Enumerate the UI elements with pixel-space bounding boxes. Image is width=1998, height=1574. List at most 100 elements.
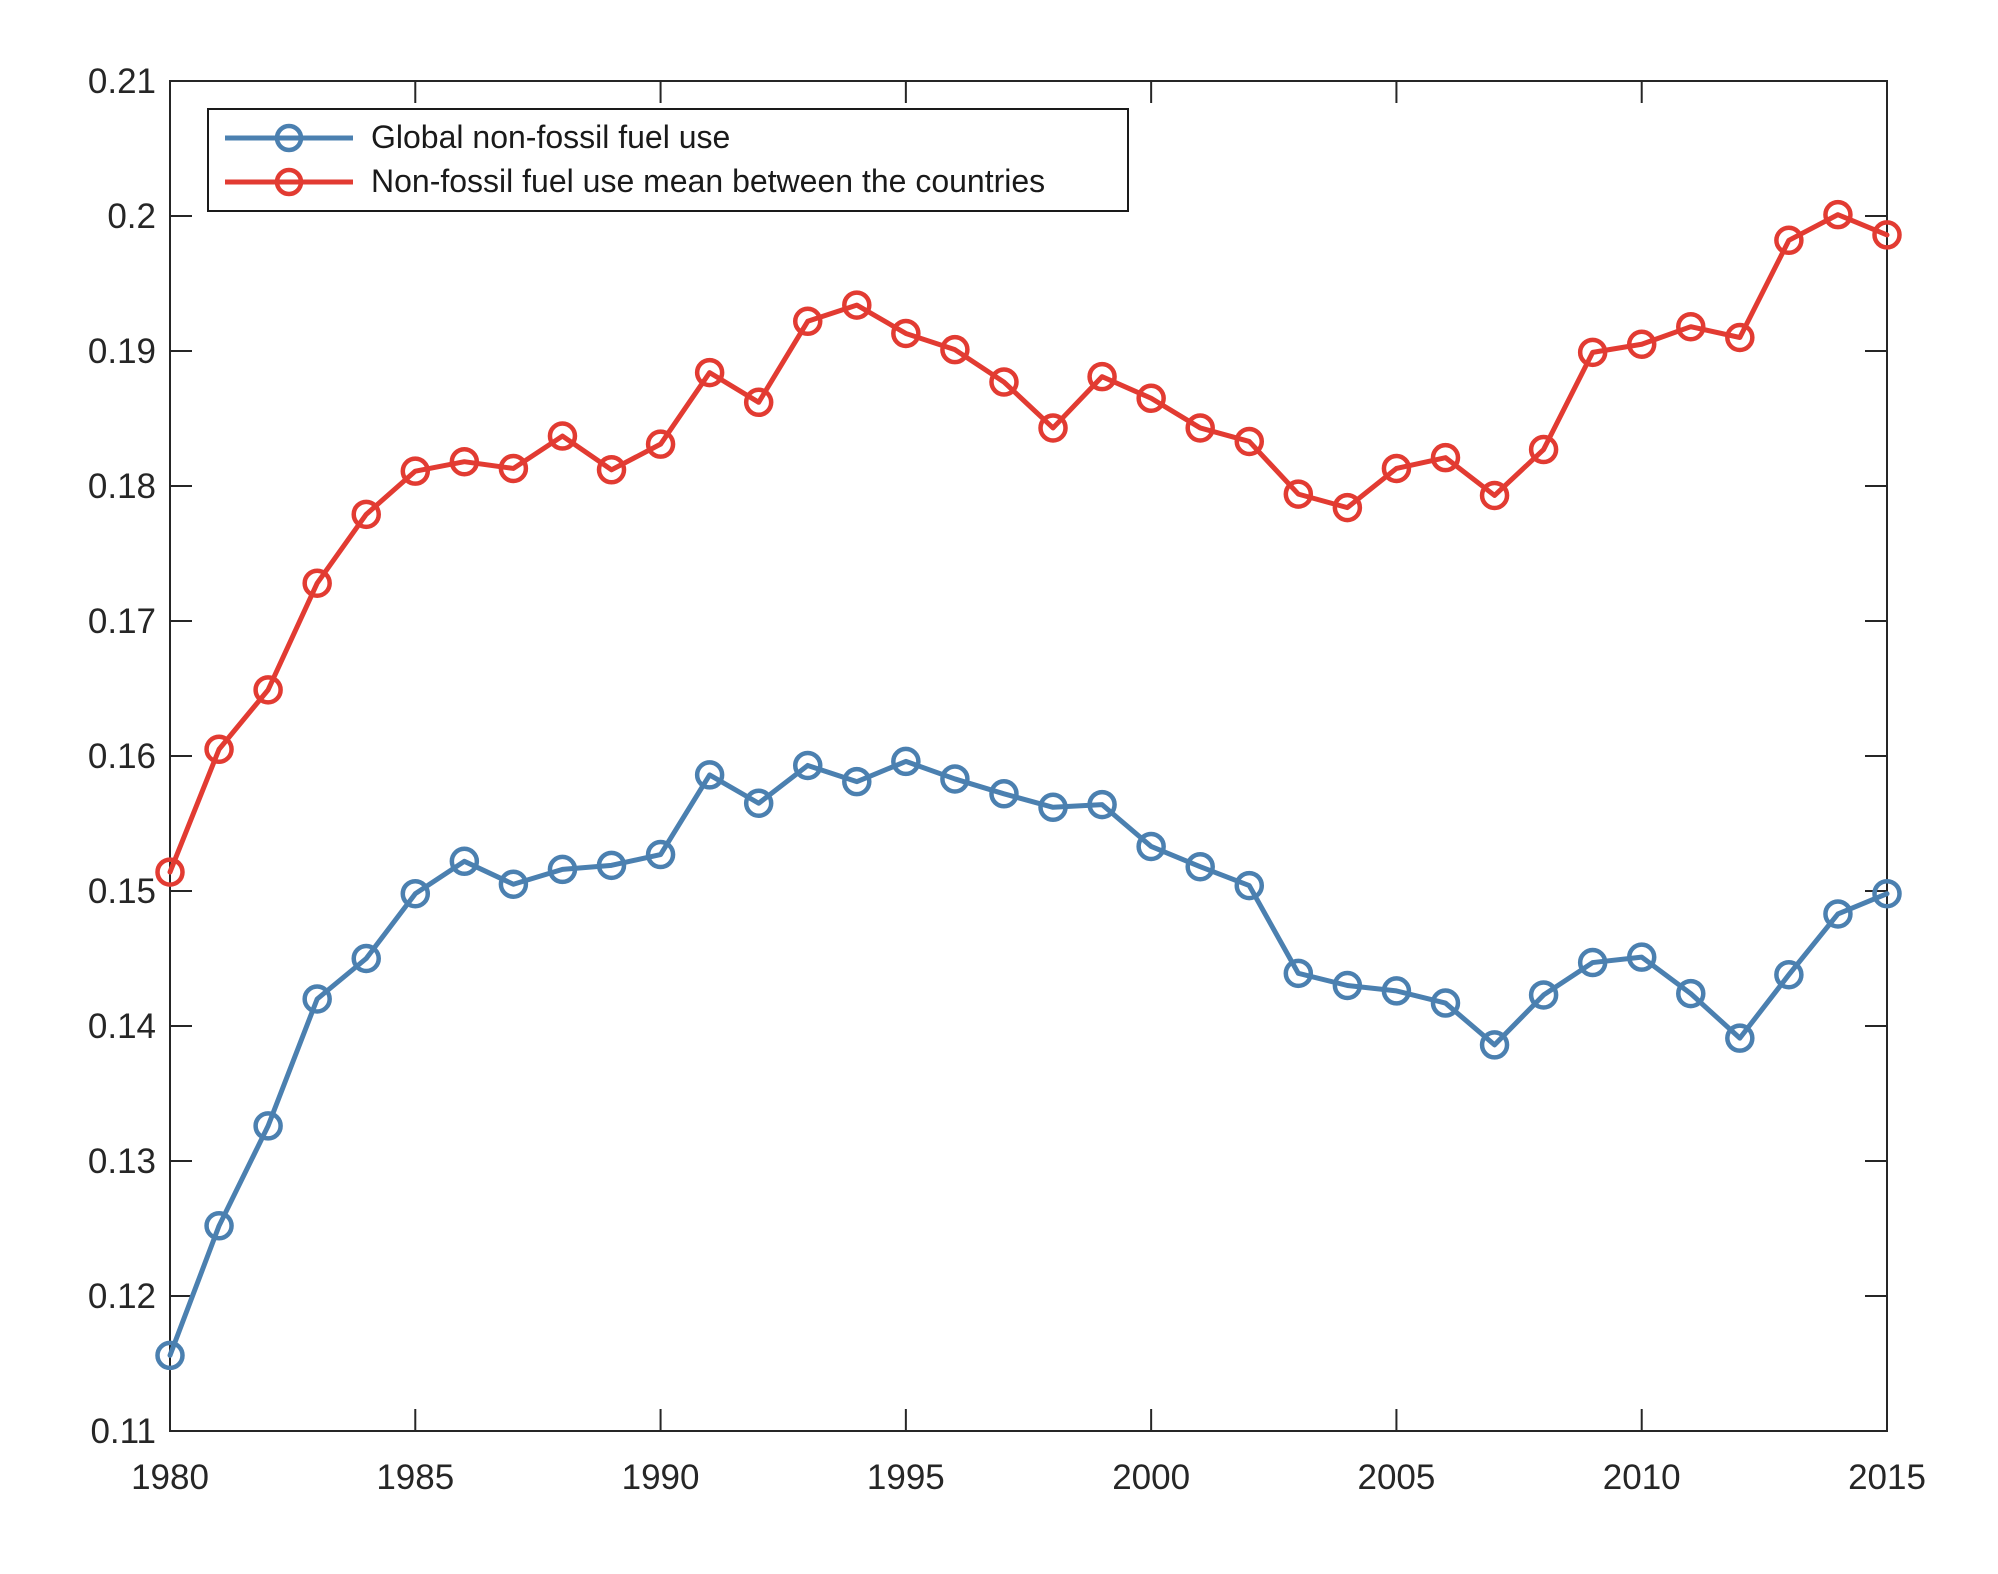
- legend: Global non-fossil fuel use Non-fossil fu…: [207, 108, 1129, 212]
- legend-label-global: Global non-fossil fuel use: [371, 119, 731, 155]
- data-point-marker: [1136, 383, 1166, 413]
- y-tick-label: 0.13: [88, 1142, 156, 1181]
- data-point-marker: [1479, 480, 1510, 511]
- x-tick-label: 1985: [376, 1458, 454, 1497]
- data-point-marker: [1676, 978, 1706, 1009]
- x-tick-label: 1995: [867, 1458, 945, 1497]
- data-point-marker: [694, 357, 725, 388]
- data-point-marker: [1626, 942, 1657, 972]
- data-point-marker: [547, 854, 578, 885]
- data-point-marker: [891, 746, 921, 777]
- data-point-marker: [155, 857, 185, 887]
- data-point-marker: [1136, 831, 1166, 862]
- data-point-marker: [645, 429, 676, 459]
- data-point-marker: [1577, 337, 1608, 368]
- legend-entry-global: Global non-fossil fuel use: [223, 116, 1117, 160]
- data-point-marker: [1381, 453, 1412, 484]
- data-point-marker: [792, 306, 823, 337]
- legend-line-marker-sample-icon: [225, 167, 353, 197]
- data-point-marker: [302, 568, 332, 598]
- series-line: [167, 758, 1890, 1358]
- y-tick-label: 0.11: [90, 1412, 156, 1451]
- legend-entry-mean: Non-fossil fuel use mean between the cou…: [223, 160, 1117, 204]
- data-point-marker: [449, 446, 480, 477]
- data-point-marker: [1872, 878, 1902, 909]
- data-point-marker: [1626, 329, 1657, 359]
- y-tick-label: 0.21: [88, 62, 156, 101]
- data-point-marker: [1479, 1030, 1510, 1060]
- data-point-marker: [1676, 311, 1706, 342]
- y-tick-label: 0.16: [88, 737, 156, 776]
- data-point-marker: [400, 878, 431, 909]
- data-point-marker: [645, 839, 676, 870]
- data-point-marker: [1332, 970, 1363, 1001]
- data-point-marker: [1234, 426, 1265, 457]
- y-tick-label: 0.15: [88, 872, 156, 911]
- y-tick-label: 0.14: [88, 1007, 156, 1046]
- data-point-marker: [1185, 851, 1215, 882]
- data-point-marker: [596, 850, 627, 881]
- data-point-marker: [498, 869, 529, 899]
- data-point-marker: [449, 846, 480, 877]
- data-point-marker: [1577, 947, 1608, 978]
- data-point-marker: [1234, 870, 1265, 901]
- data-point-marker: [155, 1340, 185, 1371]
- data-point-marker: [547, 421, 578, 451]
- data-point-marker: [842, 766, 872, 797]
- data-point-marker: [1087, 789, 1117, 820]
- data-point-marker: [1038, 413, 1068, 443]
- y-tick-label: 0.2: [107, 197, 156, 236]
- data-point-marker: [1774, 225, 1804, 256]
- data-point-marker: [989, 367, 1019, 397]
- data-point-marker: [400, 456, 431, 486]
- data-point-marker: [498, 453, 529, 484]
- data-point-marker: [1528, 980, 1559, 1010]
- data-point-marker: [743, 387, 774, 418]
- data-point-marker: [842, 290, 872, 320]
- plot-box: [169, 80, 1888, 1432]
- x-tick-label: 1980: [131, 1458, 209, 1497]
- data-point-marker: [1185, 413, 1215, 443]
- data-point-marker: [989, 779, 1019, 809]
- data-point-marker: [1823, 899, 1853, 929]
- data-point-marker: [1283, 958, 1314, 989]
- y-tick-label: 0.17: [88, 602, 156, 641]
- x-tick-label: 2015: [1848, 1458, 1926, 1497]
- data-point-marker: [1725, 1023, 1755, 1053]
- data-point-marker: [940, 764, 970, 794]
- data-point-marker: [596, 455, 627, 485]
- data-point-marker: [204, 734, 234, 764]
- legend-line-marker-sample-icon: [225, 123, 353, 153]
- data-point-marker: [253, 1111, 283, 1141]
- y-tick-label: 0.19: [88, 332, 156, 371]
- data-point-marker: [1872, 220, 1902, 250]
- data-point-marker: [694, 760, 725, 790]
- x-tick-label: 2010: [1603, 1458, 1681, 1497]
- series-line: [167, 212, 1890, 875]
- data-point-marker: [253, 675, 283, 705]
- data-point-marker: [792, 750, 823, 781]
- x-tick-label: 1990: [622, 1458, 700, 1497]
- data-point-marker: [1381, 976, 1412, 1006]
- data-point-marker: [1774, 959, 1804, 990]
- data-point-marker: [302, 984, 332, 1014]
- data-point-marker: [1087, 361, 1117, 392]
- data-point-marker: [204, 1211, 234, 1241]
- x-tick-label: 2005: [1357, 1458, 1435, 1497]
- data-point-marker: [1332, 492, 1363, 523]
- data-point-marker: [743, 788, 774, 818]
- data-point-marker: [1038, 792, 1068, 823]
- y-tick-label: 0.18: [88, 467, 156, 506]
- data-point-marker: [1430, 988, 1461, 1018]
- data-point-marker: [1283, 479, 1314, 509]
- x-tick-label: 2000: [1112, 1458, 1190, 1497]
- data-point-marker: [351, 943, 381, 974]
- data-point-marker: [1725, 322, 1755, 353]
- data-point-marker: [1823, 199, 1853, 230]
- y-tick-label: 0.12: [88, 1277, 156, 1316]
- data-point-marker: [1528, 434, 1559, 465]
- legend-label-mean: Non-fossil fuel use mean between the cou…: [371, 163, 1046, 199]
- data-point-marker: [940, 334, 970, 365]
